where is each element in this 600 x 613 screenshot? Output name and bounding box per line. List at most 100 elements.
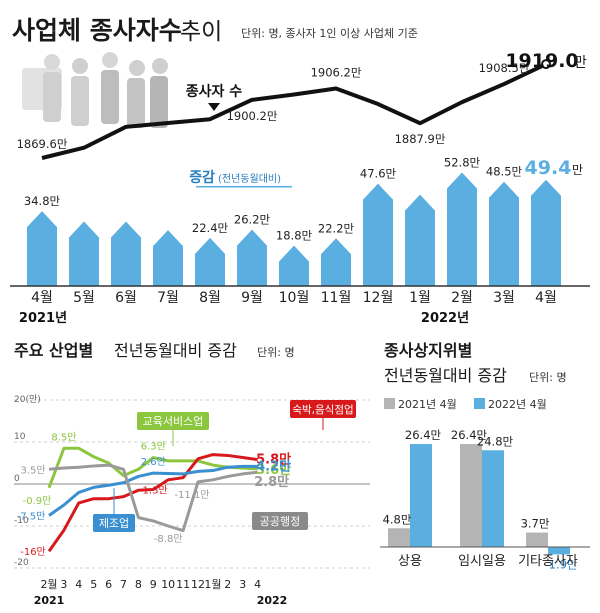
- status-category: 기타종사자: [518, 554, 578, 569]
- status-bar: [460, 444, 482, 547]
- status-chart-title-2: 전년동월대비 증감: [384, 366, 507, 385]
- month-tick: 2월: [451, 290, 473, 306]
- industry-x-tick: 2월: [40, 578, 57, 591]
- industry-value-label: -16만: [20, 546, 46, 558]
- month-tick: 10월: [279, 290, 310, 306]
- change-label-latest-unit: 만: [572, 163, 583, 177]
- main-title: 사업체 종사자수: [12, 16, 182, 45]
- status-bar: [548, 547, 570, 555]
- workers-illustration: [22, 52, 168, 128]
- month-tick: 7월: [157, 290, 179, 306]
- industry-value-label: -0.9만: [23, 495, 52, 507]
- svg-text:종사자 수: 종사자 수: [186, 84, 243, 100]
- change-bar: [405, 194, 435, 286]
- month-tick: 4월: [535, 290, 557, 306]
- month-tick: 8월: [199, 290, 221, 306]
- industry-value-label: 8.5만: [51, 431, 76, 443]
- change-bars: [27, 172, 561, 286]
- change-label-latest: 49.4: [525, 157, 572, 179]
- status-bar: [526, 532, 548, 547]
- change-bar: [447, 172, 477, 286]
- change-label: 22.2만: [318, 221, 355, 235]
- industry-x-tick: 3: [60, 578, 67, 591]
- change-label: 52.8만: [444, 155, 481, 169]
- change-label: 22.4만: [192, 221, 229, 235]
- mid-year-2021: 2021: [34, 594, 65, 607]
- employee-label: 1908.5만: [479, 61, 530, 75]
- industry-value-labels: -0.9만 8.5만 6.3만 3.6만 -16만 -1.3만 5.8만 -7.5만 2.6만 4…: [17, 431, 291, 558]
- y-axis-top-label: 20(만): [14, 394, 41, 405]
- industry-chart-title-suffix: 전년동월대비 증감: [114, 341, 237, 360]
- industry-value-label: 3.5만: [20, 464, 45, 476]
- employee-label-latest: 1919.0: [505, 50, 578, 72]
- mid-year-2022: 2022: [257, 594, 288, 607]
- status-chart-unit: 단위: 명: [529, 371, 567, 384]
- status-category: 상용: [398, 554, 422, 569]
- status-value-label: 26.4만: [405, 428, 442, 442]
- month-tick: 3월: [493, 290, 515, 306]
- top-x-tick-labels: 4월 5월 6월 7월 8월 9월 10월 11월 12월 1월 2월 3월 4월: [31, 290, 557, 306]
- svg-text:2022년 4월: 2022년 4월: [488, 398, 547, 411]
- lodging-badge: 숙박,음식점업: [290, 400, 356, 430]
- status-legend: 2021년 4월 2022년 4월: [384, 398, 547, 411]
- industry-value-label: -7.5만: [17, 511, 46, 523]
- change-bar: [237, 229, 267, 286]
- industry-line-제조업: [48, 464, 258, 517]
- month-tick: 11월: [321, 290, 352, 306]
- manufacturing-badge: 제조업: [93, 488, 135, 532]
- change-bar: [69, 221, 99, 286]
- industry-x-tick-labels: 2월 3 4 5 6 7 8 9 10 11 12 1월 2 3 4: [40, 578, 261, 591]
- svg-text:제조업: 제조업: [99, 517, 129, 530]
- employee-label-latest-unit: 만: [574, 55, 587, 71]
- industry-x-tick: 10: [161, 578, 175, 591]
- status-bars: [388, 444, 570, 555]
- y-tick: 10: [14, 432, 26, 442]
- month-tick: 9월: [241, 290, 263, 306]
- change-label: 18.8만: [276, 229, 313, 243]
- status-value-label: 3.7만: [521, 517, 550, 531]
- industry-x-tick: 5: [90, 578, 97, 591]
- unit-note: 단위: 명, 종사자 1인 이상 사업체 기준: [241, 27, 418, 40]
- industry-value-label: 2.8만: [254, 474, 289, 490]
- month-tick: 12월: [363, 290, 394, 306]
- top-chart-labels: 34.8만 22.4만 26.2만 18.8만 22.2만 47.6만 52.8만 48.5만…: [17, 50, 587, 243]
- employee-line-path: [41, 62, 547, 160]
- status-value-label: -1.9만: [544, 557, 577, 571]
- industry-lines: [47, 446, 258, 553]
- year-2022-label: 2022년: [421, 311, 469, 326]
- industry-value-label: 4.2만: [256, 458, 291, 474]
- employee-line: [41, 59, 551, 160]
- svg-text:증감: 증감: [189, 169, 215, 186]
- industry-x-tick: 4: [254, 578, 261, 591]
- change-label: 34.8만: [24, 194, 61, 208]
- status-bar: [482, 450, 504, 547]
- status-value-label: 26.4만: [451, 428, 488, 442]
- status-category: 임시일용: [458, 554, 506, 569]
- employees-series-label: 종사자 수: [186, 84, 243, 111]
- status-bar: [410, 444, 432, 547]
- status-value-label: 24.8만: [477, 434, 514, 448]
- industry-x-tick: 4: [75, 578, 82, 591]
- change-bar: [27, 211, 57, 286]
- industry-line-숙박,음식점업: [47, 453, 258, 553]
- status-chart-title: 종사상지위별: [384, 341, 472, 360]
- employee-label: 1900.2만: [227, 109, 278, 123]
- industry-line-교육서비스업: [47, 446, 258, 489]
- change-bar: [111, 221, 141, 286]
- industry-x-tick: 8: [135, 578, 142, 591]
- employee-label: 1906.2만: [311, 65, 362, 79]
- svg-text:숙박,음식점업: 숙박,음식점업: [292, 403, 353, 416]
- employee-label: 1887.9만: [395, 132, 446, 146]
- change-bar: [153, 230, 183, 286]
- industry-value-label: -11.1만: [174, 489, 209, 501]
- svg-text:(전년동월대비): (전년동월대비): [218, 173, 281, 185]
- svg-text:교육서비스업: 교육서비스업: [143, 415, 204, 428]
- industry-chart-title: 주요 산업별: [14, 341, 93, 360]
- industry-x-tick: 12: [191, 578, 205, 591]
- change-label: 26.2만: [234, 213, 271, 227]
- svg-text:공공행정: 공공행정: [260, 515, 300, 528]
- employee-label: 1869.6만: [17, 137, 68, 151]
- month-tick: 4월: [31, 290, 53, 306]
- change-bar: [279, 245, 309, 286]
